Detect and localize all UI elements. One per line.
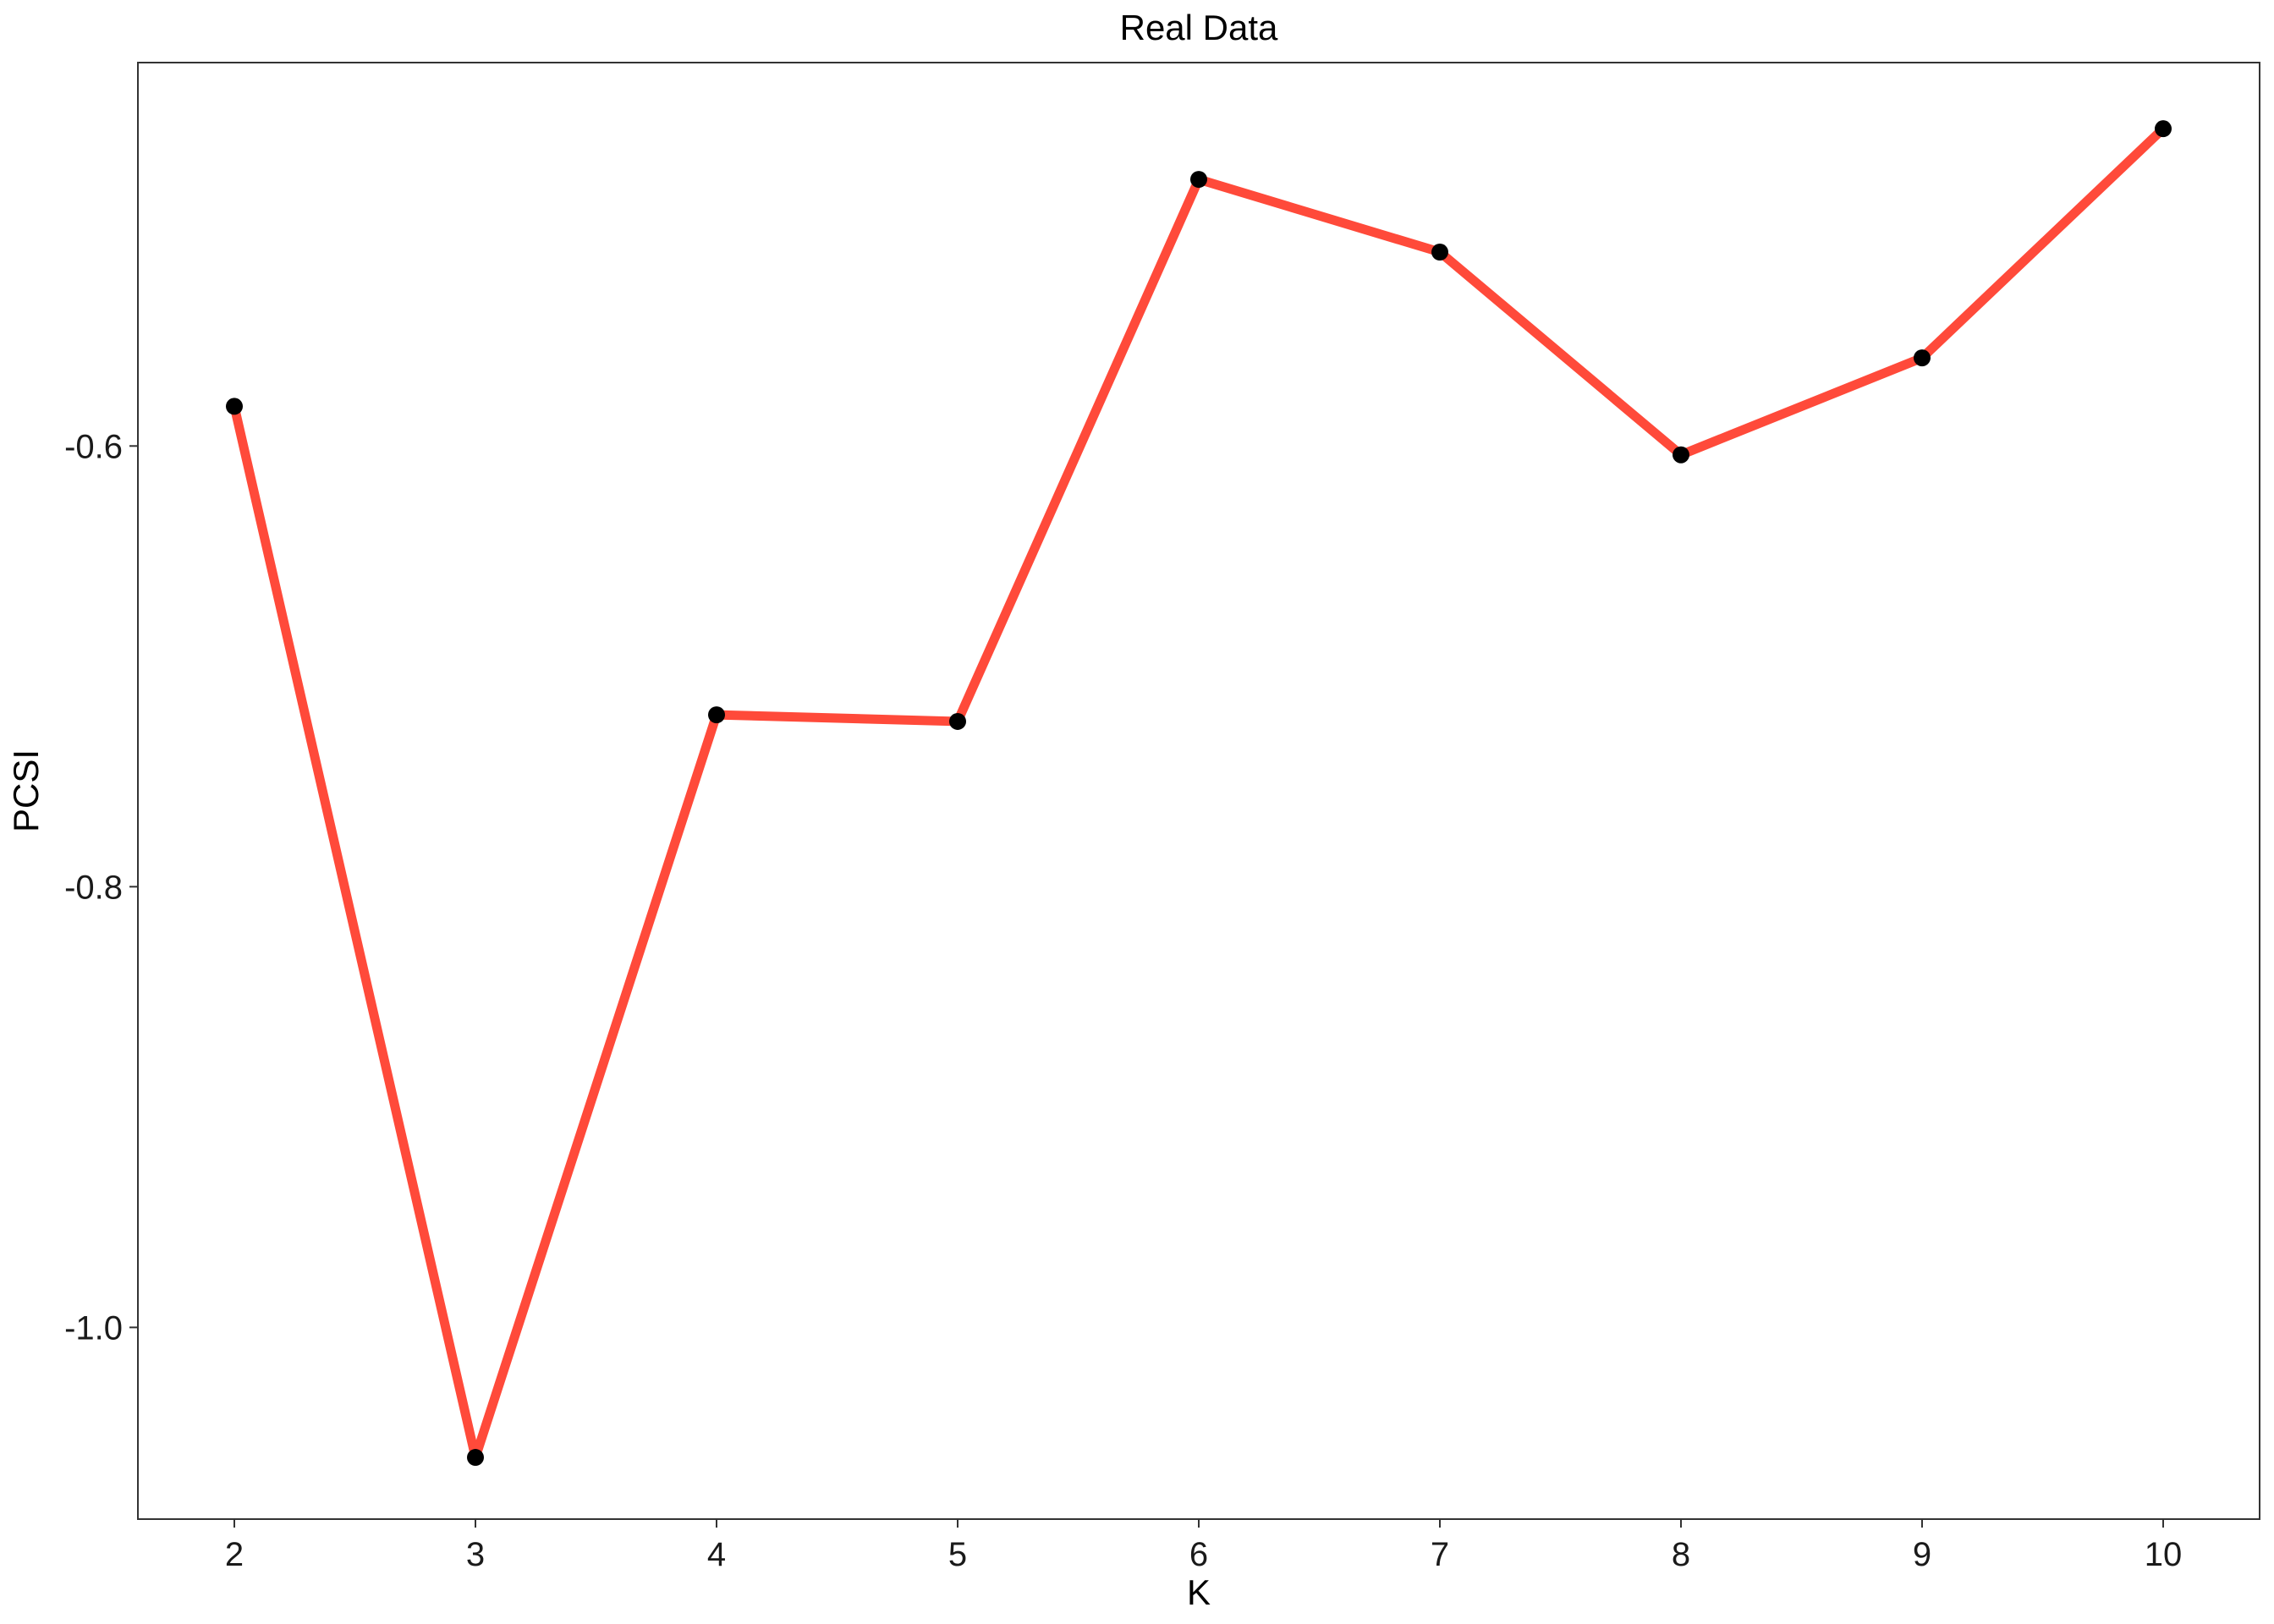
x-tick-label: 3 xyxy=(466,1536,485,1573)
data-point xyxy=(467,1449,484,1467)
y-tick-label: -0.6 xyxy=(64,428,123,465)
data-points xyxy=(226,120,2172,1467)
y-tick-label: -0.8 xyxy=(64,869,123,906)
x-tick-label: 10 xyxy=(2145,1536,2183,1573)
data-point xyxy=(1190,171,1207,189)
data-point xyxy=(2155,120,2172,138)
y-axis-ticks: -1.0 -0.8 -0.6 xyxy=(64,428,138,1347)
x-axis-ticks: 2 3 4 5 6 7 8 9 10 xyxy=(225,1519,2182,1573)
x-tick-label: 9 xyxy=(1913,1536,1931,1573)
plot-panel xyxy=(137,62,2260,1520)
data-point xyxy=(1914,349,1931,367)
x-tick-label: 2 xyxy=(225,1536,244,1573)
x-tick-label: 8 xyxy=(1672,1536,1690,1573)
x-tick-label: 6 xyxy=(1189,1536,1208,1573)
data-point xyxy=(1431,244,1448,261)
data-point xyxy=(226,398,243,415)
x-tick-label: 5 xyxy=(948,1536,967,1573)
x-axis-label: K xyxy=(1187,1572,1211,1612)
data-point xyxy=(949,712,966,730)
data-point xyxy=(1673,446,1689,464)
x-tick-label: 4 xyxy=(707,1536,726,1573)
y-axis-label: PCSI xyxy=(6,749,46,832)
x-tick-label: 7 xyxy=(1431,1536,1449,1573)
chart-title: Real Data xyxy=(1120,8,1278,47)
y-tick-label: -1.0 xyxy=(64,1309,123,1347)
data-point xyxy=(708,706,725,724)
